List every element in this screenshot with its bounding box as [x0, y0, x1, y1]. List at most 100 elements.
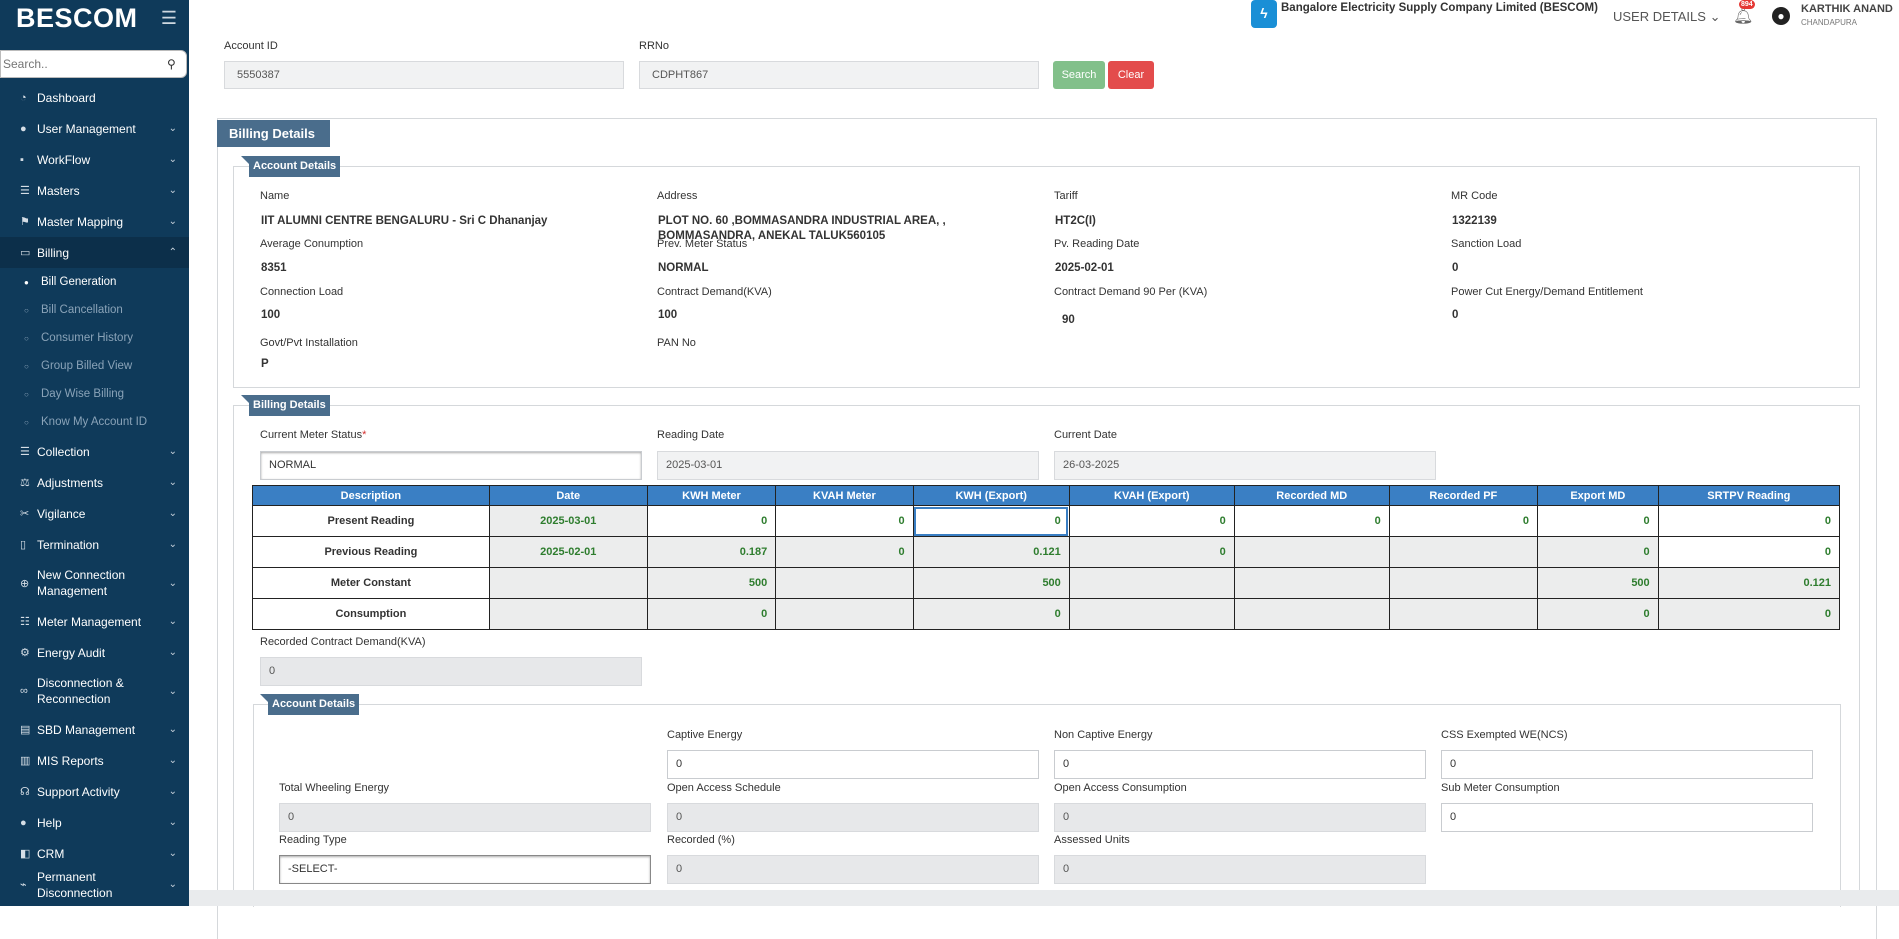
clear-button[interactable]: Clear: [1108, 61, 1154, 89]
account-id-input[interactable]: 5550387: [224, 61, 624, 89]
billing-details-title: Billing Details: [217, 120, 330, 147]
account-field-label: Connection Load: [260, 286, 344, 298]
account-field-value: 1322139: [1452, 215, 1497, 227]
reading-cell[interactable]: 0: [775, 505, 914, 537]
submenu-item-label: Consumer History: [41, 332, 134, 344]
horizontal-scrollbar[interactable]: [189, 890, 1899, 906]
sub-meter-input[interactable]: 0: [1441, 803, 1813, 832]
current-date-label: Current Date: [1054, 429, 1117, 441]
reading-cell: 2025-03-01: [488, 505, 648, 537]
reading-cell: 0: [775, 536, 914, 568]
reading-cell: [488, 598, 648, 630]
chevron-down-icon: ⌄: [168, 577, 177, 589]
reading-cell: [775, 567, 914, 599]
captive-energy-input[interactable]: 0: [667, 750, 1039, 779]
sidebar-item-sitemap[interactable]: ⚑ Master Mapping ⌄: [0, 206, 189, 237]
sidebar-item-user[interactable]: ● User Management ⌄: [0, 113, 189, 144]
submenu-item-group-billed-view[interactable]: ○ Group Billed View: [0, 352, 189, 380]
company-name: Bangalore Electricity Supply Company Lim…: [1281, 2, 1598, 14]
table-row: Meter Constant 500 500 500 0.121: [252, 567, 1841, 599]
sidebar-item-headset[interactable]: ☊ Support Activity ⌄: [0, 776, 189, 807]
reading-cell[interactable]: 0: [1657, 536, 1841, 568]
reading-date-input[interactable]: 2025-03-01: [657, 451, 1039, 480]
sidebar-item-label: Master Mapping: [37, 214, 124, 229]
sidebar-item-label: Adjustments: [37, 475, 104, 490]
non-captive-energy-input[interactable]: 0: [1054, 750, 1426, 779]
reading-cell[interactable]: 0: [646, 505, 777, 537]
account-field-value: 100: [261, 309, 281, 321]
reading-type-select[interactable]: -SELECT-: [279, 855, 651, 884]
reading-type-label: Reading Type: [279, 834, 347, 846]
sidebar-item-list[interactable]: ☰ Masters ⌄: [0, 175, 189, 206]
sidebar-item-dashboard[interactable]: ◔ Dashboard: [0, 82, 189, 113]
sidebar-search-input[interactable]: [1, 57, 163, 71]
reading-cell: [1233, 598, 1390, 630]
submenu-item-day-wise-billing[interactable]: ○ Day Wise Billing: [0, 380, 189, 408]
chevron-down-icon: ⌄: [168, 216, 177, 227]
reading-cell[interactable]: 0: [1657, 505, 1841, 537]
table-row: Previous Reading 2025-02-01 0.187 0 0.121 0 0 0: [252, 536, 1841, 568]
meter-status-select[interactable]: NORMAL: [260, 451, 642, 480]
sidebar-item-cogs[interactable]: ⚙ Energy Audit ⌄: [0, 637, 189, 668]
hamburger-menu-icon[interactable]: ☰: [160, 7, 177, 28]
cogs-icon: ⚙: [20, 647, 30, 659]
search-icon[interactable]: ⚲: [167, 57, 176, 71]
reading-cell[interactable]: 0: [1068, 505, 1235, 537]
submenu-item-consumer-history[interactable]: ○ Consumer History: [0, 324, 189, 352]
sidebar-item-adjust[interactable]: ⚖ Adjustments ⌄: [0, 467, 189, 498]
account-field-value: P: [261, 358, 269, 370]
sidebar-item-label: Billing: [37, 245, 70, 260]
css-exempted-input[interactable]: 0: [1441, 750, 1813, 779]
sidebar-item-collection[interactable]: ☰ Collection ⌄: [0, 436, 189, 467]
reading-cell: 500: [1537, 567, 1659, 599]
meter-icon: ☷: [20, 616, 30, 628]
sidebar-item-billing[interactable]: ▭ Billing ⌃: [0, 237, 189, 268]
reading-cell[interactable]: 0: [1388, 505, 1539, 537]
submenu-item-label: Know My Account ID: [41, 416, 148, 428]
column-header: Date: [488, 485, 648, 506]
sidebar-item-meter[interactable]: ☷ Meter Management ⌄: [0, 606, 189, 637]
search-button[interactable]: Search: [1053, 61, 1105, 89]
submenu-item-bill-cancellation[interactable]: ○ Bill Cancellation: [0, 296, 189, 324]
sidebar-item-building[interactable]: ▤ SBD Management ⌄: [0, 714, 189, 745]
bescom-logo-icon: ϟ: [1251, 0, 1277, 28]
adjust-icon: ⚖: [20, 477, 30, 489]
recorded-cd-input: 0: [260, 657, 642, 686]
reading-cell[interactable]: 0: [1233, 505, 1390, 537]
sidebar-item-trash[interactable]: ▯ Termination ⌄: [0, 529, 189, 560]
notification-bell-icon[interactable]: 🔔︎ 894: [1733, 0, 1755, 25]
sitemap-icon: ⚑: [20, 216, 30, 228]
sidebar-item-label: User Management: [37, 121, 136, 136]
sidebar-item-link[interactable]: ∞ Disconnection & Reconnection ⌄: [0, 668, 189, 714]
sidebar-item-vigilance[interactable]: ✂ Vigilance ⌄: [0, 498, 189, 529]
current-date-input: 26-03-2025: [1054, 451, 1436, 480]
billing-details-section: [233, 405, 1860, 906]
row-description: Previous Reading: [252, 536, 490, 568]
sidebar-item-chart[interactable]: ▥ MIS Reports ⌄: [0, 745, 189, 776]
account-field-label: PAN No: [657, 337, 696, 349]
circle-icon: ○: [24, 361, 29, 371]
sidebar-item-briefcase[interactable]: ▪ WorkFlow ⌄: [0, 144, 189, 175]
chevron-down-icon: ⌄: [168, 477, 177, 488]
rrno-input[interactable]: CDPHT867: [639, 61, 1039, 89]
sub-meter-label: Sub Meter Consumption: [1441, 782, 1560, 794]
sidebar-item-plus-circle[interactable]: ⊕ New Connection Management ⌄: [0, 560, 189, 606]
account-field-label: Pv. Reading Date: [1054, 238, 1140, 250]
submenu-item-know-my-account-id[interactable]: ○ Know My Account ID: [0, 408, 189, 436]
reading-cell[interactable]: 0: [912, 505, 1070, 537]
user-icon: ●: [20, 122, 27, 135]
sidebar-item-crm[interactable]: ◧ CRM ⌄: [0, 838, 189, 869]
column-header: Recorded PF: [1388, 485, 1539, 506]
submenu-item-bill-generation[interactable]: ● Bill Generation: [0, 268, 189, 296]
chevron-circle-down-icon: ⌄: [1709, 9, 1721, 24]
sidebar-item-help[interactable]: ● Help ⌄: [0, 807, 189, 838]
oa-schedule-label: Open Access Schedule: [667, 782, 781, 794]
billing-details-subtitle: Billing Details: [241, 395, 330, 416]
row-description: Meter Constant: [252, 567, 490, 599]
user-avatar-icon[interactable]: ●: [1772, 7, 1790, 25]
meter-reading-table: Description Date KWH Meter KVAH Meter KWH (E…: [252, 485, 1841, 630]
sidebar-item-unplug[interactable]: ⌁ Permanent Disconnection ⌄: [0, 869, 189, 900]
user-details-dropdown[interactable]: USER DETAILS ⌄: [1613, 9, 1720, 25]
column-header: KWH Meter: [646, 485, 777, 506]
reading-cell[interactable]: 0: [1537, 505, 1659, 537]
